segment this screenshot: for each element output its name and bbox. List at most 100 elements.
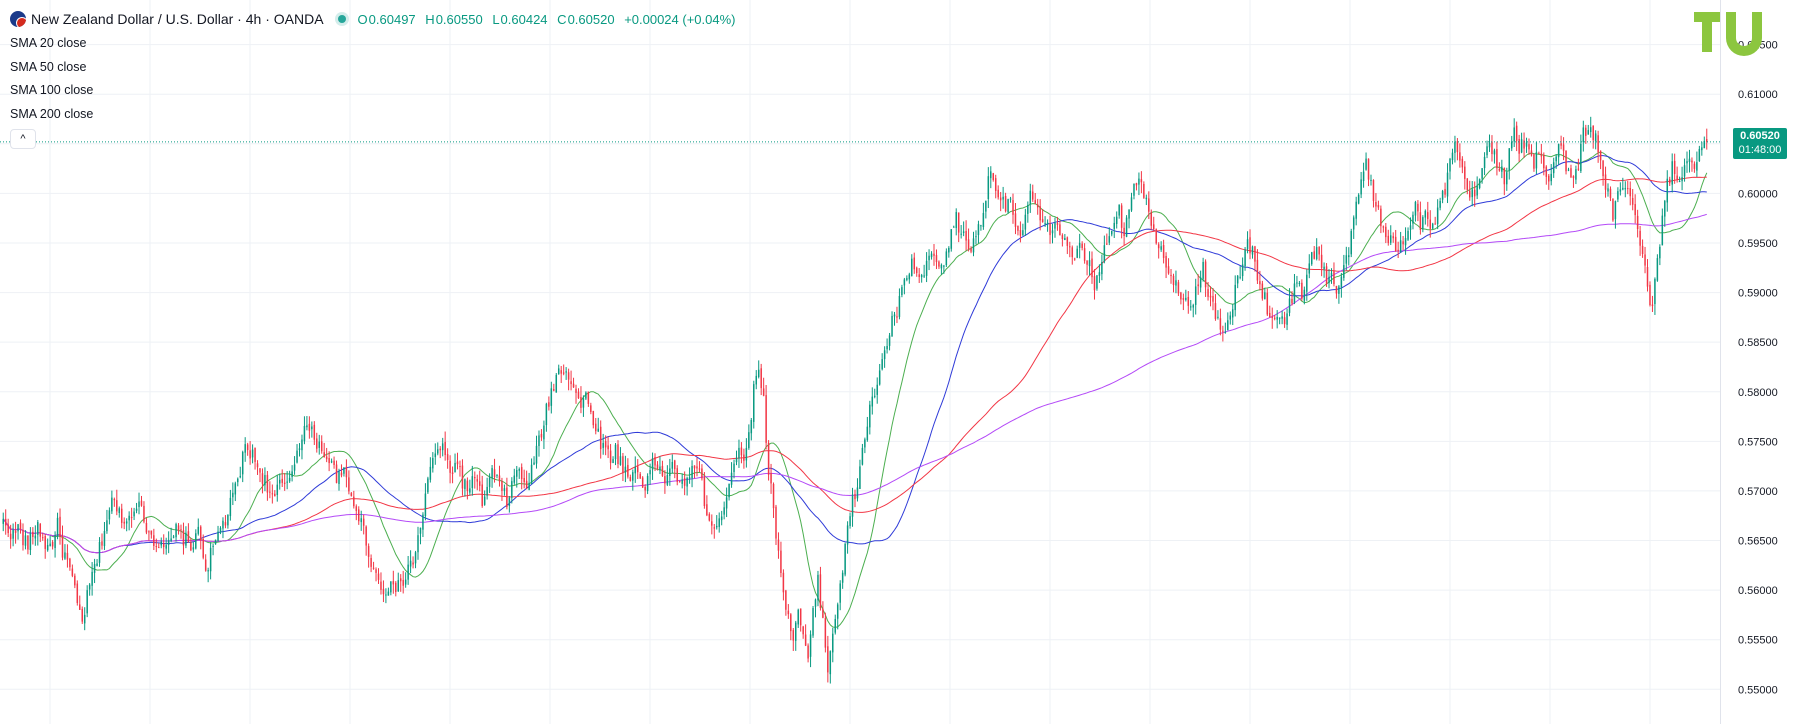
- candle-body: [557, 368, 560, 375]
- candle-body: [782, 572, 785, 593]
- candle-body: [1138, 178, 1140, 185]
- candle-body: [422, 514, 424, 530]
- candle-body: [439, 448, 441, 451]
- candle-body: [644, 486, 646, 491]
- candle-body: [81, 608, 83, 622]
- candle-body: [1572, 176, 1575, 179]
- open-value: 0.60497: [368, 11, 416, 27]
- candle-body: [1375, 202, 1377, 207]
- candle-body: [513, 475, 516, 483]
- candle-body: [1560, 143, 1562, 146]
- y-tick-label: 0.57000: [1738, 486, 1778, 498]
- candle-body: [355, 506, 358, 511]
- candle-body: [1313, 251, 1315, 259]
- candle-body: [1106, 243, 1108, 245]
- candle-body: [180, 529, 182, 531]
- candle-body: [1076, 248, 1078, 258]
- candle-body: [540, 433, 543, 438]
- candle-body: [1054, 222, 1056, 229]
- candle-body: [945, 251, 948, 266]
- candle-body: [1649, 284, 1651, 306]
- candle-body: [960, 233, 962, 235]
- candle-body: [1049, 223, 1051, 236]
- candle-body: [617, 444, 619, 465]
- candle-body: [1589, 127, 1592, 133]
- candle-body: [553, 389, 555, 391]
- candle-body: [148, 531, 150, 533]
- candle-body: [459, 466, 461, 468]
- study-sma-100[interactable]: SMA 100 close: [10, 83, 94, 97]
- candle-body: [1473, 189, 1476, 197]
- candle-body: [1113, 222, 1115, 229]
- study-sma-20[interactable]: SMA 20 close: [10, 36, 87, 50]
- candle-body: [1190, 306, 1192, 308]
- candle-body: [1355, 201, 1357, 219]
- candle-body: [1224, 331, 1227, 333]
- collapse-legend-button[interactable]: ^: [10, 129, 36, 149]
- candle-body: [992, 173, 995, 180]
- candle-body: [511, 481, 513, 498]
- candle-body: [893, 314, 896, 317]
- candle-body: [120, 508, 123, 523]
- candle-body: [854, 493, 856, 500]
- candle-body: [69, 558, 71, 568]
- candle-body: [686, 477, 688, 487]
- candle-body: [387, 591, 390, 596]
- study-sma-200[interactable]: SMA 200 close: [10, 106, 94, 121]
- candle-body: [1360, 179, 1362, 195]
- candle-body: [348, 477, 350, 492]
- candle-body: [128, 515, 130, 521]
- candle-body: [291, 471, 293, 477]
- candle-body: [1269, 312, 1271, 318]
- candle-body: [46, 544, 49, 551]
- candle-body: [1278, 317, 1281, 319]
- sma-line: [2, 176, 1707, 554]
- candle-body: [772, 483, 775, 509]
- candle-body: [1382, 226, 1385, 228]
- candle-body: [1624, 188, 1627, 190]
- candle-body: [204, 559, 207, 571]
- candle-body: [646, 475, 649, 491]
- symbol-legend[interactable]: New Zealand Dollar / U.S. Dollar · 4h · …: [10, 9, 736, 29]
- candle-body: [1417, 203, 1419, 212]
- study-sma-50[interactable]: SMA 50 close: [10, 59, 87, 74]
- candle-body: [125, 521, 128, 524]
- candle-body: [1404, 238, 1407, 246]
- candle-body: [871, 396, 874, 407]
- candle-body: [1387, 235, 1390, 243]
- candle-body: [1241, 264, 1244, 277]
- candle-body: [1209, 295, 1212, 298]
- candle-body: [925, 260, 928, 276]
- candle-body: [1298, 282, 1301, 284]
- candle-body: [708, 514, 711, 521]
- candle-body: [1525, 142, 1528, 147]
- candle-body: [392, 581, 395, 585]
- symbol-title[interactable]: New Zealand Dollar / U.S. Dollar · 4h · …: [31, 11, 324, 27]
- candle-body: [1372, 180, 1375, 201]
- candle-body: [982, 212, 985, 227]
- candle-body: [1678, 180, 1681, 182]
- candle-body: [1639, 230, 1641, 246]
- candle-body: [313, 424, 316, 440]
- candle-body: [1051, 230, 1054, 234]
- candle-body: [1602, 160, 1604, 177]
- candle-body: [550, 388, 553, 406]
- close-value: 0.60520: [567, 11, 615, 27]
- candle-body: [1078, 242, 1081, 248]
- candle-body: [928, 255, 930, 261]
- candle-body: [165, 545, 167, 549]
- candle-body: [1696, 162, 1698, 171]
- candle-body: [1506, 172, 1508, 185]
- bar-countdown-label: 01:48:00: [1738, 144, 1782, 156]
- candle-body: [1476, 186, 1478, 196]
- candle-body: [1061, 235, 1064, 240]
- candle-body: [1545, 166, 1548, 177]
- candle-body: [278, 479, 281, 484]
- candle-body: [612, 459, 614, 464]
- candle-body: [595, 423, 597, 432]
- candle-body: [1199, 277, 1202, 288]
- candle-body: [49, 543, 51, 547]
